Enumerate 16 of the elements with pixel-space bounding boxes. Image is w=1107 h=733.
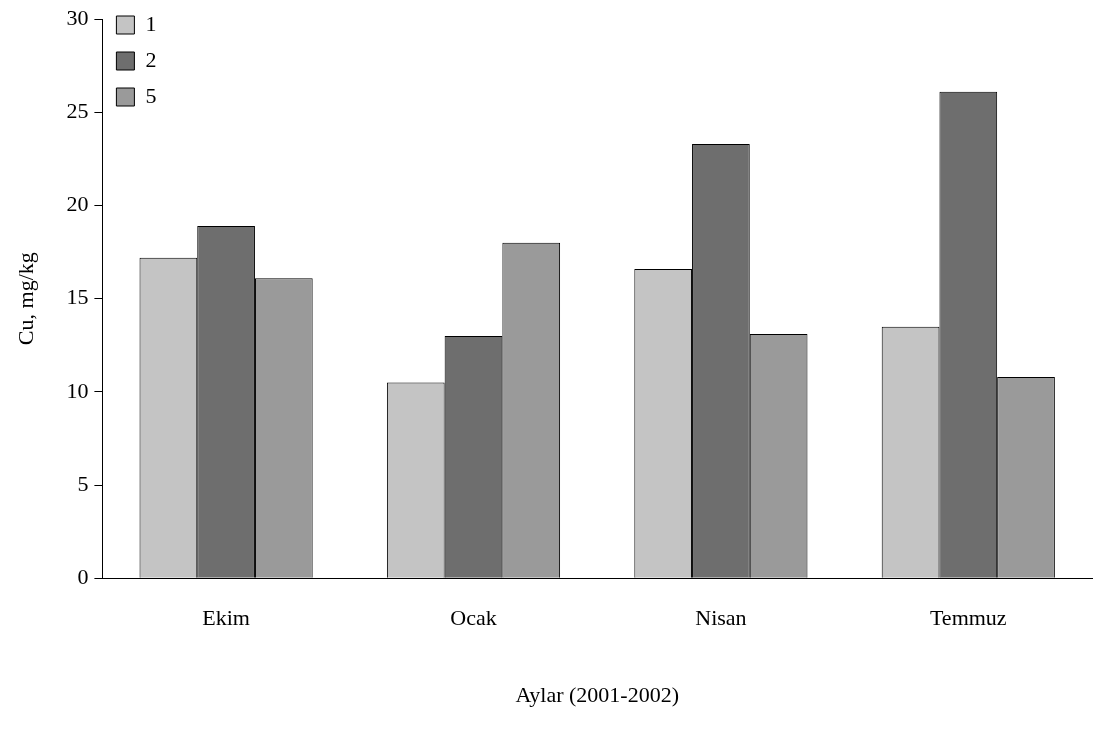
y-axis-title: Cu, mg/kg: [12, 252, 38, 346]
legend-label: 5: [145, 82, 157, 108]
y-tick-label: 5: [77, 470, 89, 496]
x-tick-label: Nisan: [695, 605, 747, 631]
x-axis-title: Aylar (2001-2002): [515, 681, 679, 707]
y-tick-label: 0: [77, 563, 89, 589]
legend-label: 2: [145, 46, 157, 72]
y-tick-label: 20: [66, 191, 89, 217]
y-tick-label: 10: [66, 377, 89, 403]
legend-label: 1: [145, 10, 157, 36]
x-tick-label: Ekim: [202, 605, 250, 631]
x-tick-label: Temmuz: [929, 605, 1007, 631]
y-tick-label: 25: [66, 98, 89, 124]
x-tick-label: Ocak: [450, 605, 497, 631]
y-tick-label: 30: [66, 4, 89, 30]
y-tick-label: 15: [66, 284, 89, 310]
